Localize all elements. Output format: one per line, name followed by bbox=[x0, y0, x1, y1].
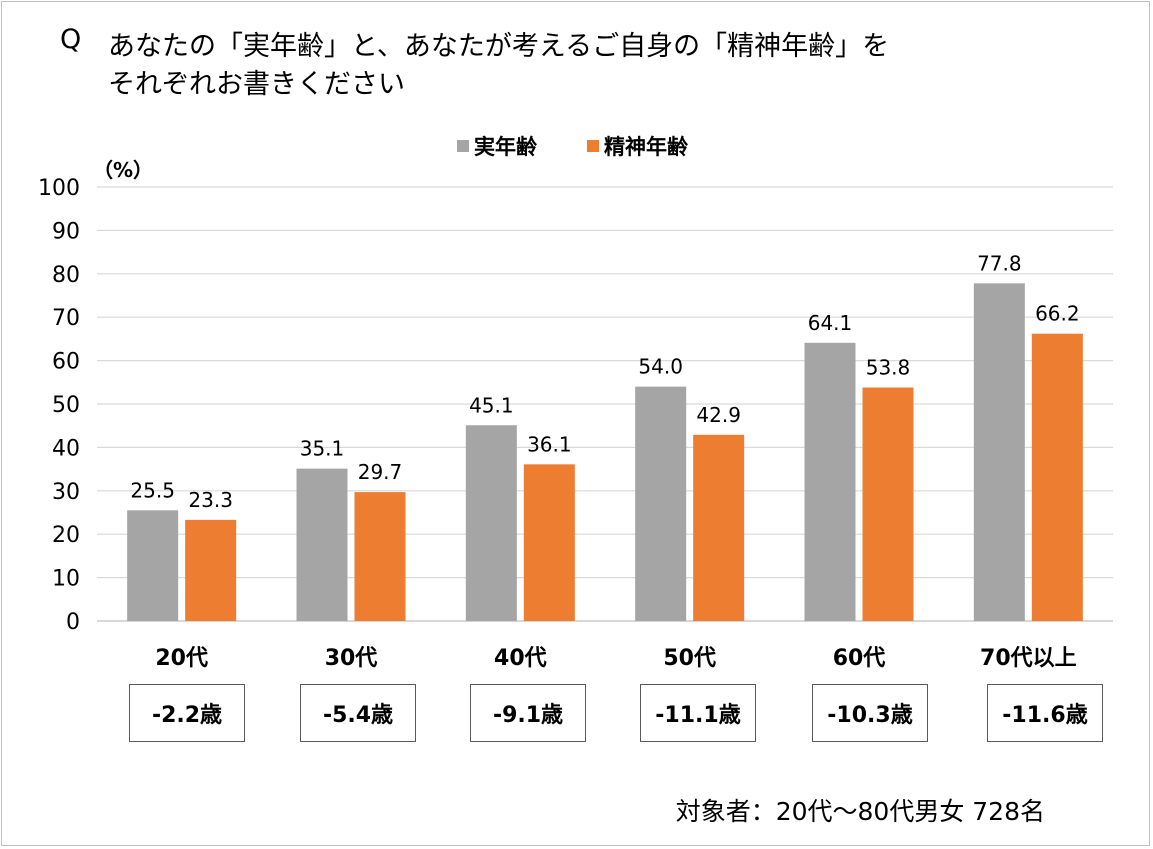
bar bbox=[862, 387, 914, 621]
data-label: 45.1 bbox=[469, 393, 514, 417]
y-axis-ticks: 0 10 20 30 40 50 60 70 80 90 100 bbox=[38, 176, 80, 635]
x-axis-ticks: 20代 30代 40代 50代 60代 70代以上 bbox=[155, 646, 1076, 671]
difference-box: -11.6歳 bbox=[987, 684, 1103, 742]
data-label: 23.3 bbox=[188, 488, 233, 512]
bar bbox=[693, 434, 745, 621]
y-tick-label: 50 bbox=[52, 393, 80, 418]
footnote: 対象者：20代～80代男女 728名 bbox=[675, 797, 1045, 826]
legend: 実年齢 精神年齢 bbox=[457, 135, 689, 159]
bar bbox=[804, 342, 856, 621]
bar bbox=[296, 468, 348, 621]
y-tick-label: 90 bbox=[52, 219, 80, 244]
data-labels: 25.5 23.3 35.1 29.7 45.1 36.1 54.0 42.9 64.1 53.8… bbox=[130, 251, 1079, 512]
data-label: 66.2 bbox=[1035, 302, 1080, 326]
difference-box: -9.1歳 bbox=[470, 684, 586, 742]
data-label: 35.1 bbox=[300, 437, 345, 461]
bar bbox=[1031, 333, 1083, 621]
x-tick-label: 20代 bbox=[155, 646, 208, 671]
data-label: 53.8 bbox=[866, 356, 911, 380]
difference-box: -11.1歳 bbox=[640, 684, 756, 742]
x-tick-label: 40代 bbox=[494, 646, 547, 671]
question-title-line-1: あなたの「実年齢」と、あなたが考えるご自身の「精神年齢」を bbox=[108, 31, 890, 62]
bar bbox=[185, 519, 237, 621]
y-tick-label: 10 bbox=[52, 567, 80, 592]
y-tick-label: 80 bbox=[52, 263, 80, 288]
gridlines bbox=[97, 186, 1113, 622]
y-tick-label: 30 bbox=[52, 480, 80, 505]
difference-box: -2.2歳 bbox=[129, 684, 245, 742]
bar bbox=[354, 492, 406, 621]
y-tick-label: 60 bbox=[52, 350, 80, 375]
y-tick-label: 40 bbox=[52, 436, 80, 461]
x-tick-label: 30代 bbox=[325, 646, 378, 671]
y-tick-label: 20 bbox=[52, 523, 80, 548]
y-tick-label: 0 bbox=[66, 610, 80, 635]
data-label: 25.5 bbox=[130, 478, 175, 502]
question-title-line-2: それぞれお書きください bbox=[108, 69, 405, 100]
x-tick-label: 60代 bbox=[833, 646, 886, 671]
x-tick-label: 50代 bbox=[663, 646, 716, 671]
x-tick-label: 70代以上 bbox=[980, 646, 1077, 671]
bar bbox=[973, 283, 1025, 621]
data-label: 29.7 bbox=[358, 460, 403, 484]
y-tick-label: 100 bbox=[38, 176, 80, 201]
data-label: 42.9 bbox=[696, 403, 741, 427]
legend-swatch bbox=[587, 140, 599, 152]
bar bbox=[127, 510, 179, 621]
y-tick-label: 70 bbox=[52, 306, 80, 331]
data-label: 36.1 bbox=[527, 432, 572, 456]
legend-label: 実年齢 bbox=[474, 135, 538, 159]
question-mark: Q bbox=[60, 24, 82, 55]
difference-box: -10.3歳 bbox=[812, 684, 928, 742]
y-axis-unit-label: （%） bbox=[93, 158, 153, 182]
data-label: 64.1 bbox=[808, 311, 853, 335]
legend-swatch bbox=[457, 140, 469, 152]
legend-label: 精神年齢 bbox=[604, 135, 689, 159]
data-label: 77.8 bbox=[977, 251, 1022, 275]
difference-box: -5.4歳 bbox=[300, 684, 416, 742]
bar bbox=[465, 425, 517, 621]
data-label: 54.0 bbox=[638, 355, 683, 379]
bar bbox=[523, 464, 575, 621]
bar bbox=[635, 386, 687, 621]
bars bbox=[127, 283, 1083, 621]
